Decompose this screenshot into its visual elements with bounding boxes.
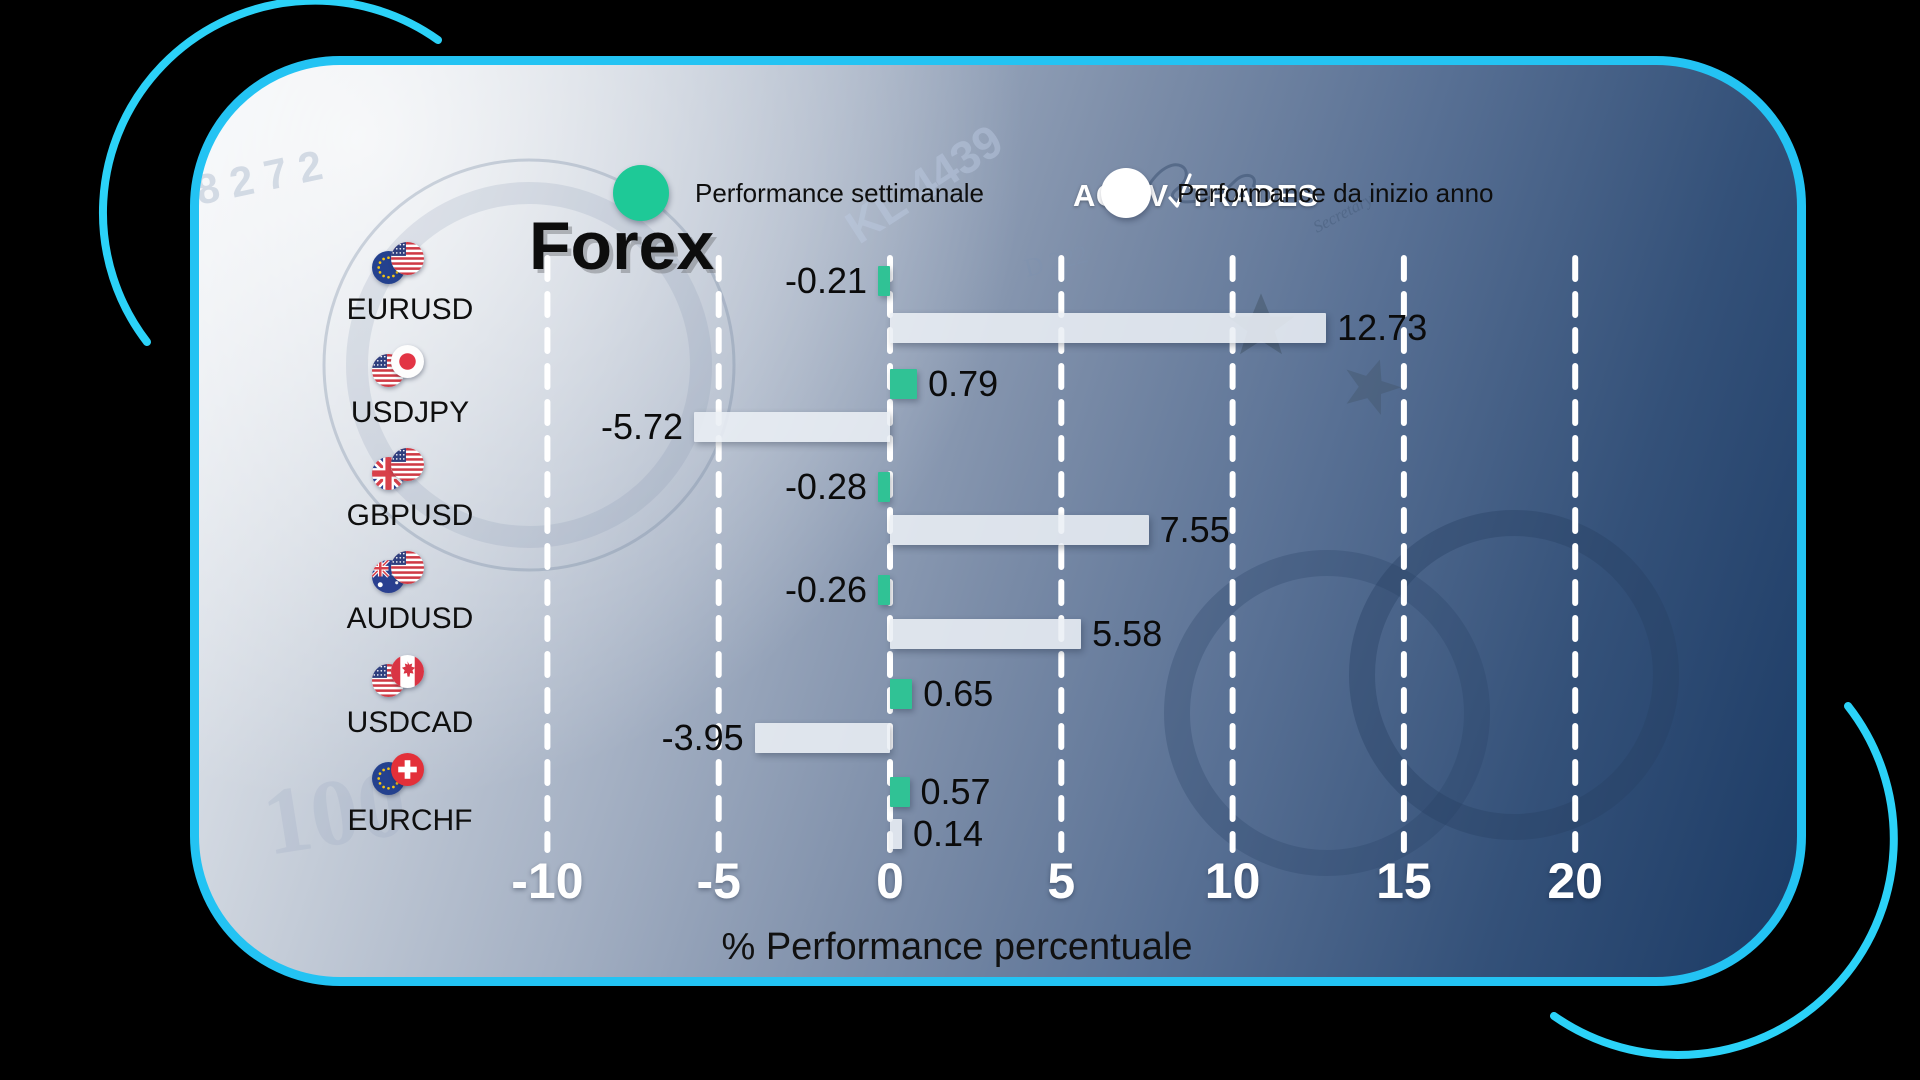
weekly-series-dot	[613, 165, 669, 221]
legend-label-weekly: Performance settimanale	[695, 177, 985, 208]
background-decoration: 8 2 7 2 KL 4439 D 222 Secretary 100	[199, 114, 1679, 876]
svg-text:8 2 7 2: 8 2 7 2	[199, 141, 327, 214]
page-title: Forex	[529, 208, 715, 284]
logo-check-icon	[1167, 173, 1192, 208]
chart-card: 8 2 7 2 KL 4439 D 222 Secretary 100 ACTI…	[190, 56, 1806, 986]
legend-label-ytd: Performance da inizio anno	[1177, 177, 1494, 208]
ytd-series-dot	[1101, 168, 1151, 218]
svg-text:100: 100	[256, 749, 413, 876]
x-axis-title: % Performance percentuale	[721, 926, 1193, 968]
legend-item-weekly: Performance settimanale	[613, 165, 984, 221]
svg-text:D 222: D 222	[1021, 239, 1090, 283]
brand-logo-right: TRADES	[1188, 178, 1319, 213]
legend-item-ytd: Performance da inizio anno	[1101, 168, 1494, 218]
